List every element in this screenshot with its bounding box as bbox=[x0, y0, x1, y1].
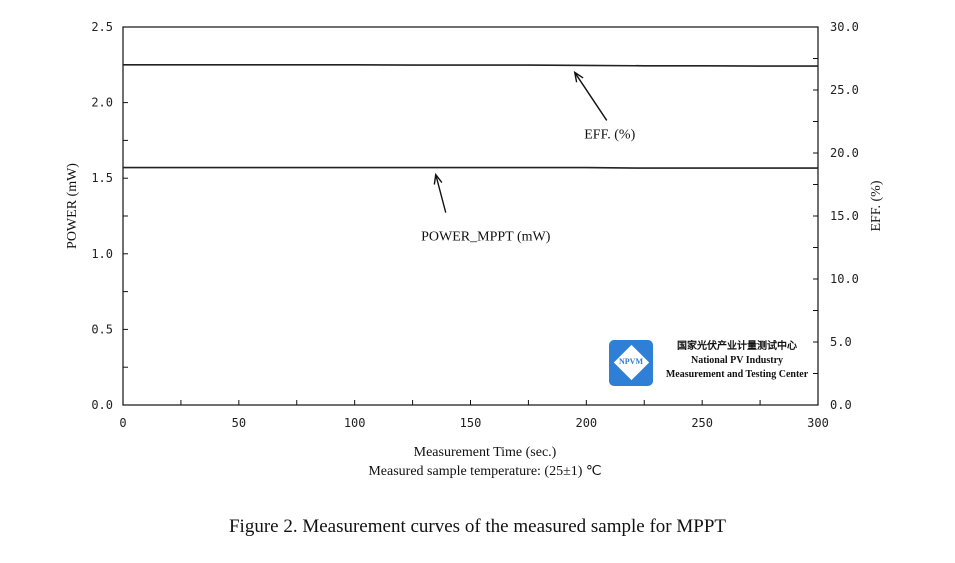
x-tick-label: 50 bbox=[232, 416, 246, 430]
series-line-1 bbox=[123, 64, 818, 67]
y-left-tick-label: 2.0 bbox=[91, 96, 113, 110]
x-tick-label: 150 bbox=[460, 416, 482, 430]
annotation-arrow bbox=[435, 174, 447, 213]
x-axis-sublabel: Measured sample temperature: (25±1) ℃ bbox=[368, 464, 601, 479]
y-left-tick-label: 1.0 bbox=[91, 247, 113, 261]
y-right-axis-label: EFF. (%) bbox=[869, 180, 884, 231]
y-right-tick-label: 20.0 bbox=[830, 146, 859, 160]
y-right-tick-label: 15.0 bbox=[830, 209, 859, 223]
y-right-tick-label: 10.0 bbox=[830, 272, 859, 286]
annotation-label: POWER_MPPT (mW) bbox=[421, 230, 551, 245]
x-tick-label: 0 bbox=[119, 416, 126, 430]
annotation-arrowhead bbox=[573, 70, 584, 83]
annotation-arrowhead bbox=[433, 172, 443, 185]
y-right-tick-label: 0.0 bbox=[830, 398, 852, 412]
x-tick-label: 250 bbox=[691, 416, 713, 430]
x-axis-label: Measurement Time (sec.) bbox=[414, 445, 557, 460]
annotation-label: EFF. (%) bbox=[584, 127, 635, 142]
y-right-tick-label: 5.0 bbox=[830, 335, 852, 349]
y-left-axis-label: POWER (mW) bbox=[65, 163, 80, 249]
y-left-tick-label: 0.5 bbox=[91, 322, 113, 336]
y-left-tick-label: 2.5 bbox=[91, 20, 113, 34]
logo-text: 国家光伏产业计量测试中心 National PV Industry Measur… bbox=[665, 341, 809, 380]
y-right-tick-label: 30.0 bbox=[830, 20, 859, 34]
figure-caption: Figure 2. Measurement curves of the meas… bbox=[228, 516, 727, 537]
y-left-tick-label: 0.0 bbox=[91, 398, 113, 412]
x-tick-label: 200 bbox=[575, 416, 597, 430]
annotation-arrow bbox=[574, 72, 608, 121]
x-tick-label: 100 bbox=[344, 416, 366, 430]
y-right-tick-label: 25.0 bbox=[830, 83, 859, 97]
series-line-0 bbox=[123, 166, 818, 169]
npvm-logo: NPVM 国家光伏产业计量测试中心 National PV Industry M… bbox=[609, 338, 815, 388]
x-tick-label: 300 bbox=[807, 416, 829, 430]
y-left-tick-label: 1.5 bbox=[91, 171, 113, 185]
npvm-badge: NPVM bbox=[609, 340, 653, 386]
